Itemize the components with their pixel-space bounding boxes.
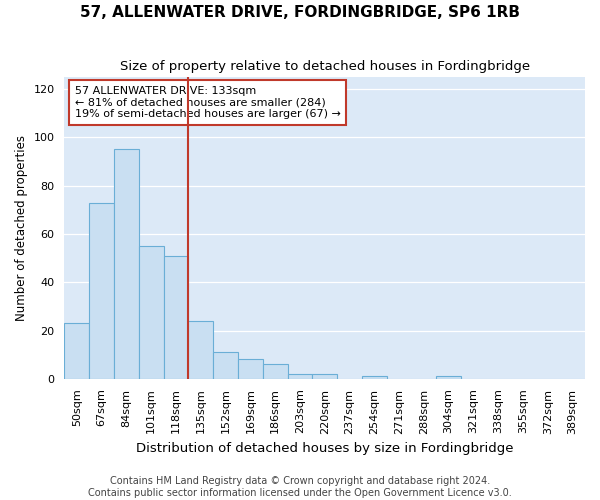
- Text: 57 ALLENWATER DRIVE: 133sqm
← 81% of detached houses are smaller (284)
19% of se: 57 ALLENWATER DRIVE: 133sqm ← 81% of det…: [75, 86, 341, 119]
- Bar: [362, 376, 386, 379]
- Text: Contains HM Land Registry data © Crown copyright and database right 2024.
Contai: Contains HM Land Registry data © Crown c…: [88, 476, 512, 498]
- Text: 57, ALLENWATER DRIVE, FORDINGBRIDGE, SP6 1RB: 57, ALLENWATER DRIVE, FORDINGBRIDGE, SP6…: [80, 5, 520, 20]
- X-axis label: Distribution of detached houses by size in Fordingbridge: Distribution of detached houses by size …: [136, 442, 514, 455]
- Bar: [64, 324, 89, 379]
- Bar: [287, 374, 313, 379]
- Bar: [114, 150, 139, 379]
- Bar: [89, 202, 114, 379]
- Bar: [263, 364, 287, 379]
- Bar: [238, 360, 263, 379]
- Bar: [164, 256, 188, 379]
- Bar: [213, 352, 238, 379]
- Bar: [313, 374, 337, 379]
- Bar: [436, 376, 461, 379]
- Title: Size of property relative to detached houses in Fordingbridge: Size of property relative to detached ho…: [119, 60, 530, 73]
- Bar: [188, 321, 213, 379]
- Bar: [139, 246, 164, 379]
- Y-axis label: Number of detached properties: Number of detached properties: [15, 135, 28, 321]
